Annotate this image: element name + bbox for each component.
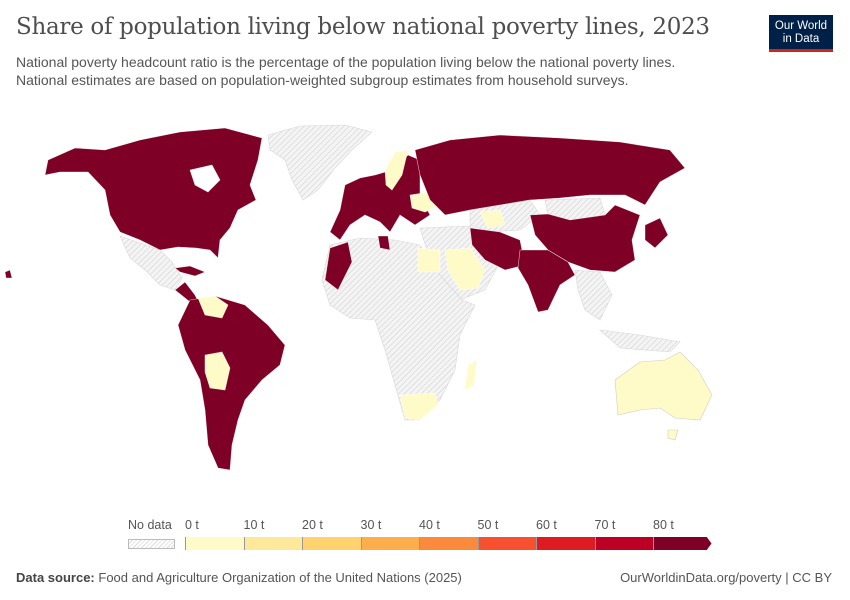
algeria-tunisia[interactable] — [377, 235, 391, 251]
legend-bin[interactable] — [243, 537, 302, 550]
tasmania[interactable] — [667, 429, 679, 441]
source-label: Data source: — [16, 570, 95, 585]
legend-bin[interactable] — [536, 537, 595, 550]
legend-tick-label: 10 t — [243, 518, 265, 532]
no-data-swatch — [128, 539, 175, 549]
world-map[interactable] — [0, 110, 850, 510]
southeast-asia[interactable] — [574, 269, 681, 353]
logo-text: Our World — [774, 20, 828, 32]
legend-tick-label: 50 t — [477, 518, 499, 532]
egypt[interactable] — [417, 247, 441, 273]
logo-text: in Data — [782, 33, 820, 45]
legend-bin[interactable] — [360, 537, 419, 550]
owid-link[interactable]: OurWorldinData.org/poverty | CC BY — [620, 570, 832, 585]
legend-tick-label: 60 t — [536, 518, 557, 532]
legend-bin[interactable] — [185, 537, 244, 550]
south-africa[interactable] — [399, 392, 439, 421]
subtitle-line: National estimates are based on populati… — [16, 72, 629, 88]
greenland[interactable] — [267, 124, 373, 201]
legend-bin[interactable] — [302, 537, 361, 550]
legend-bin[interactable] — [419, 537, 478, 550]
scandinavia[interactable] — [384, 149, 409, 191]
legend-tick-label: 20 t — [302, 518, 323, 532]
legend-bin[interactable] — [477, 537, 536, 550]
north-america[interactable] — [44, 127, 263, 259]
iran-pakistan[interactable] — [469, 227, 526, 271]
legend-tick-label: 80 t — [653, 518, 674, 532]
subtitle-line: National poverty headcount ratio is the … — [16, 54, 676, 70]
legend-tick-label: 70 t — [594, 518, 616, 532]
map-legend: No data 0 t 10 t 20 t 30 t 40 t 50 t 60 t 70 t 8… — [0, 515, 850, 555]
legend-tick-label: 30 t — [360, 518, 382, 532]
caribbean[interactable] — [174, 265, 206, 277]
south-america[interactable] — [177, 295, 286, 471]
north-africa[interactable] — [324, 241, 353, 291]
russia[interactable] — [414, 134, 686, 216]
source-text: Food and Agriculture Organization of the… — [98, 570, 462, 585]
owid-logo[interactable]: Our World in Data — [769, 15, 833, 52]
bolivia[interactable] — [204, 351, 231, 391]
legend-tick-label: 40 t — [419, 518, 440, 532]
hawaii[interactable] — [4, 269, 13, 279]
saudi-arabia[interactable] — [444, 247, 486, 291]
central-asia[interactable] — [479, 209, 506, 229]
data-source: Data source: Food and Agriculture Organi… — [16, 570, 462, 585]
chart-title: Share of population living below nationa… — [16, 14, 710, 40]
no-data-label: No data — [128, 518, 172, 532]
legend-tick-label: 0 t — [185, 518, 199, 532]
chart-subtitle: National poverty headcount ratio is the … — [16, 53, 746, 89]
madagascar[interactable] — [464, 359, 478, 391]
africa[interactable] — [321, 237, 476, 421]
venezuela-guyana[interactable] — [197, 295, 229, 319]
india[interactable] — [517, 249, 576, 313]
legend-bin[interactable] — [594, 537, 653, 550]
japan-korea[interactable] — [644, 217, 669, 249]
hudson-bay — [189, 164, 221, 193]
australia[interactable] — [614, 351, 713, 421]
legend-bin[interactable] — [653, 537, 712, 550]
